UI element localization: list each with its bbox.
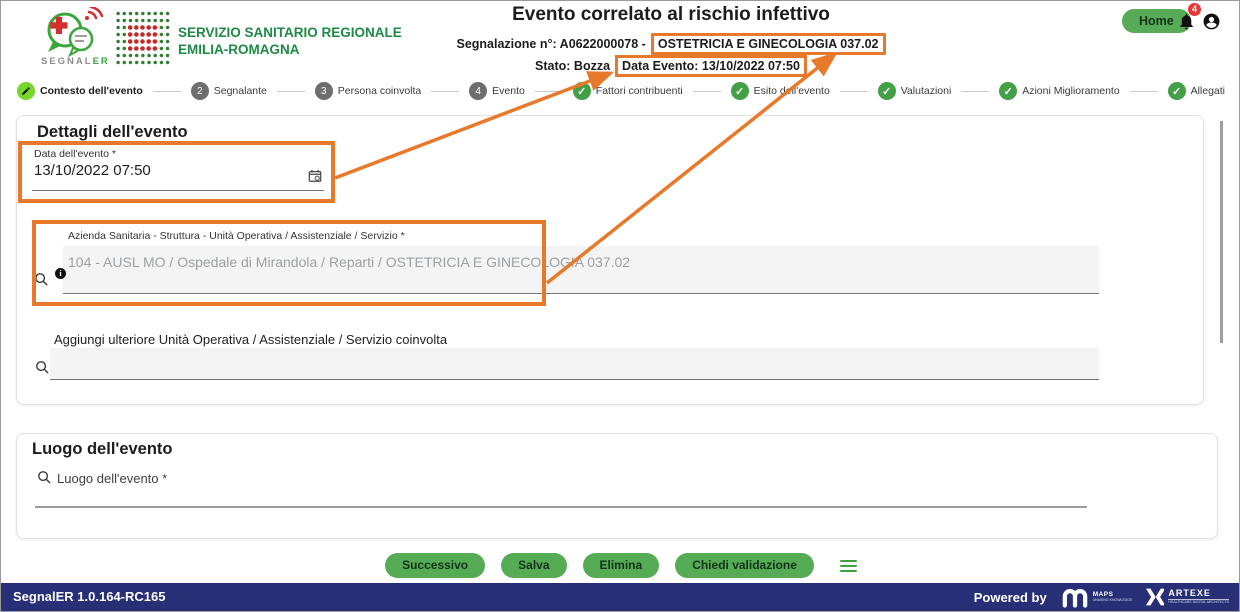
location-card: Luogo dell'evento Luogo dell'evento * [16,433,1218,539]
home-button[interactable]: Home [1122,9,1191,33]
check-icon [1167,82,1186,100]
segnaler-wordmark: SEGNALER [41,56,110,67]
calendar-icon[interactable] [308,169,322,188]
details-card: Dettagli dell'evento Data dell'evento * … [16,115,1204,405]
date-field-label: Data dell'evento * [34,148,116,160]
salva-button[interactable]: Salva [501,553,567,578]
details-card-title: Dettagli dell'evento [37,123,188,141]
step-contesto-evento[interactable]: Contesto dell'evento [17,82,143,100]
check-icon [730,82,749,100]
step-number: 3 [314,82,333,100]
step-esito-evento[interactable]: Esito dell'evento [730,82,830,100]
check-icon [877,82,896,100]
date-field-input[interactable]: 13/10/2022 07:50 [34,162,151,179]
step-segnalante[interactable]: 2 Segnalante [190,82,267,100]
step-persona-coinvolta[interactable]: 3 Persona coinvolta [314,82,421,100]
status-line: Stato: Bozza Data Evento: 13/10/2022 07:5… [361,55,981,77]
maps-logo: MAPS SHARING KNOWLEDGE [1061,586,1132,608]
step-allegati[interactable]: Allegati [1167,82,1225,100]
step-evento[interactable]: 4 Evento [469,82,525,100]
unit-field-label: Azienda Sanitaria - Struttura - Unità Op… [68,230,405,242]
notifications-bell-icon[interactable] [1177,12,1196,31]
step-azioni-miglioramento[interactable]: Azioni Miglioramento [999,82,1120,100]
artexe-logo: ARTEXE HEALTHCARE DIGITAL ARCHITECTS [1146,587,1229,607]
footer: SegnalER 1.0.164-RC165 Powered by MAPS S… [1,583,1239,611]
report-number-line: Segnalazione n°: A0622000078 - OSTETRICIA… [361,33,981,55]
app-version: SegnalER 1.0.164-RC165 [13,589,166,604]
powered-by-label: Powered by [973,589,1047,605]
check-icon [572,82,591,100]
date-field-underline [32,190,324,191]
step-valutazioni[interactable]: Valutazioni [877,82,951,100]
check-icon [999,82,1018,100]
chiedi-validazione-button[interactable]: Chiedi validazione [675,553,814,578]
elimina-button[interactable]: Elimina [582,553,660,578]
pencil-icon [17,82,35,100]
location-field-input[interactable]: Luogo dell'evento * [57,471,168,486]
annotation-box-unit: OSTETRICIA E GINECOLOGIA 037.02 [650,33,886,55]
status-badge: Stato: Bozza [535,59,611,73]
page-title: Evento correlato al rischio infettivo [512,4,830,25]
ssr-text: SERVIZIO SANITARIO REGIONALE EMILIA-ROMA… [178,25,402,57]
info-icon[interactable]: i [55,268,66,279]
ssr-dots-logo-red [127,24,159,52]
additional-unit-input[interactable] [50,348,1099,380]
step-number: 2 [190,82,209,100]
segnaler-logo [39,5,109,58]
menu-icon[interactable] [839,559,857,572]
search-icon[interactable] [37,470,52,490]
search-icon[interactable] [34,272,49,292]
account-icon[interactable] [1202,12,1221,31]
additional-unit-label: Aggiungi ulteriore Unità Operativa / Ass… [54,332,448,347]
unit-field-value: 104 - AUSL MO / Ospedale di Mirandola / … [68,254,631,270]
successivo-button[interactable]: Successivo [385,553,486,578]
wizard-stepper: Contesto dell'evento 2 Segnalante 3 Pers… [17,81,1225,101]
header-center: Evento correlato al rischio infettivo Se… [361,4,981,77]
annotation-box-date: Data Evento: 13/10/2022 07:50 [615,55,807,77]
location-card-title: Luogo dell'evento [32,440,173,458]
notifications-badge: 4 [1188,3,1201,16]
action-bar: Successivo Salva Elimina Chiedi validazi… [1,553,1239,578]
location-field-underline [35,506,1087,508]
step-number: 4 [469,82,488,100]
search-icon[interactable] [35,360,50,380]
vertical-scrollbar[interactable] [1220,121,1223,343]
step-fattori-contribuenti[interactable]: Fattori contribuenti [572,82,683,100]
